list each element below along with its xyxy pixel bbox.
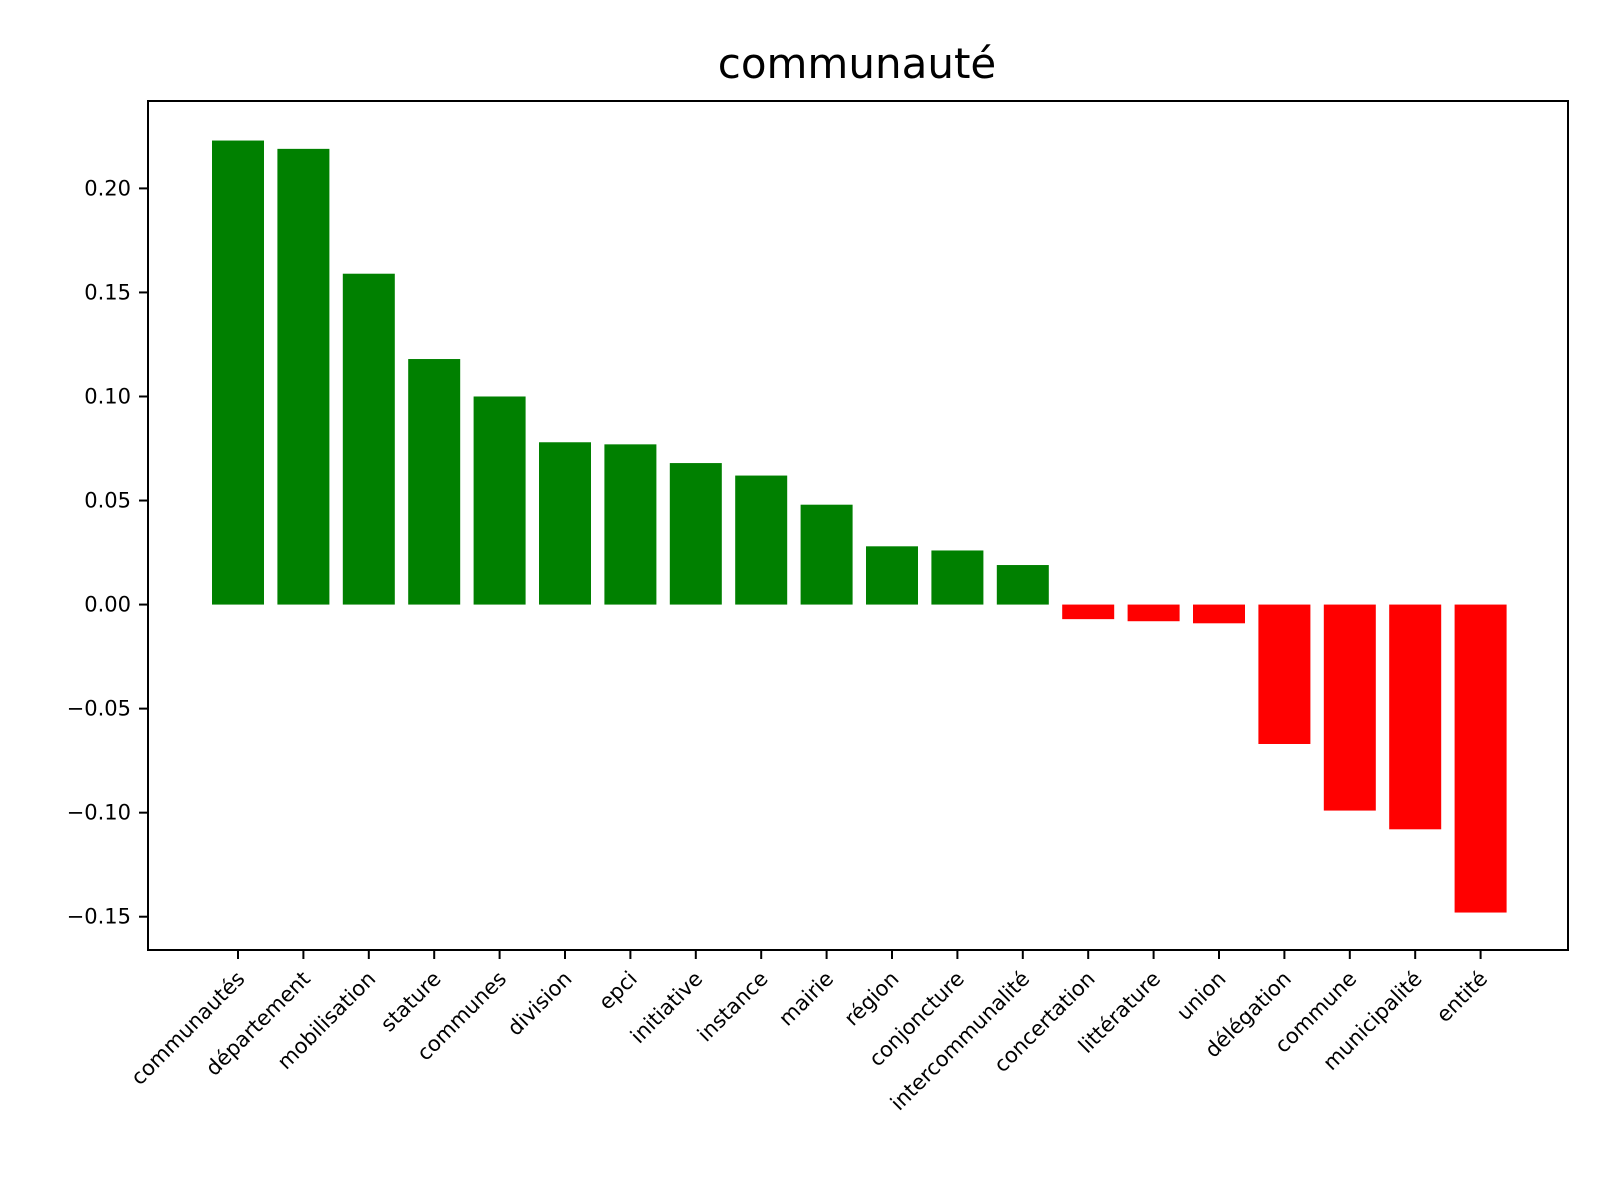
x-tick-label-19: entité — [1432, 967, 1492, 1027]
x-tick-label-5: division — [503, 967, 577, 1041]
bar-2 — [342, 273, 395, 605]
y-tick-label-0: 0.20 — [84, 176, 131, 200]
bar-0 — [212, 140, 264, 605]
x-tick-label-0: communautés — [126, 967, 249, 1090]
y-tick-label-5: −0.05 — [67, 697, 131, 721]
bar-5 — [539, 442, 591, 605]
bar-15 — [1193, 604, 1245, 624]
x-tick-label-8: instance — [693, 967, 773, 1047]
chart-title: communauté — [718, 39, 997, 88]
bar-8 — [735, 475, 788, 605]
y-tick-label-7: −0.15 — [67, 905, 131, 929]
x-axis: communautésdépartementmobilisationstatur… — [126, 950, 1492, 1115]
bar-7 — [669, 463, 722, 605]
bar-6 — [604, 444, 657, 605]
bar-19 — [1454, 604, 1507, 913]
x-tick-label-6: epci — [594, 967, 642, 1015]
bar-16 — [1258, 604, 1311, 744]
bar-17 — [1323, 604, 1376, 811]
plot-frame — [147, 100, 1569, 951]
y-tick-label-6: −0.10 — [67, 801, 131, 825]
x-tick-label-9: mairie — [774, 967, 838, 1031]
x-tick-label-10: région — [840, 967, 904, 1031]
y-tick-label-2: 0.10 — [84, 384, 131, 408]
bar-18 — [1389, 604, 1442, 830]
bar-1 — [277, 148, 330, 605]
bar-10 — [866, 546, 918, 605]
bar-3 — [408, 359, 461, 605]
x-tick-label-15: union — [1172, 967, 1230, 1025]
bar-9 — [800, 504, 853, 605]
bar-4 — [473, 396, 526, 605]
x-tick-label-7: initiative — [626, 967, 708, 1049]
y-tick-label-1: 0.15 — [84, 280, 131, 304]
bar-11 — [931, 550, 984, 605]
bar-12 — [996, 565, 1049, 605]
y-tick-label-3: 0.05 — [84, 489, 131, 513]
bar-14 — [1127, 604, 1180, 622]
bars-layer — [212, 140, 1507, 913]
y-axis: 0.20 0.15 0.10 0.05 0.00 −0.05 −0.10 −0.15 — [67, 176, 148, 929]
y-tick-label-4: 0.00 — [84, 593, 131, 617]
bar-13 — [1062, 604, 1115, 620]
